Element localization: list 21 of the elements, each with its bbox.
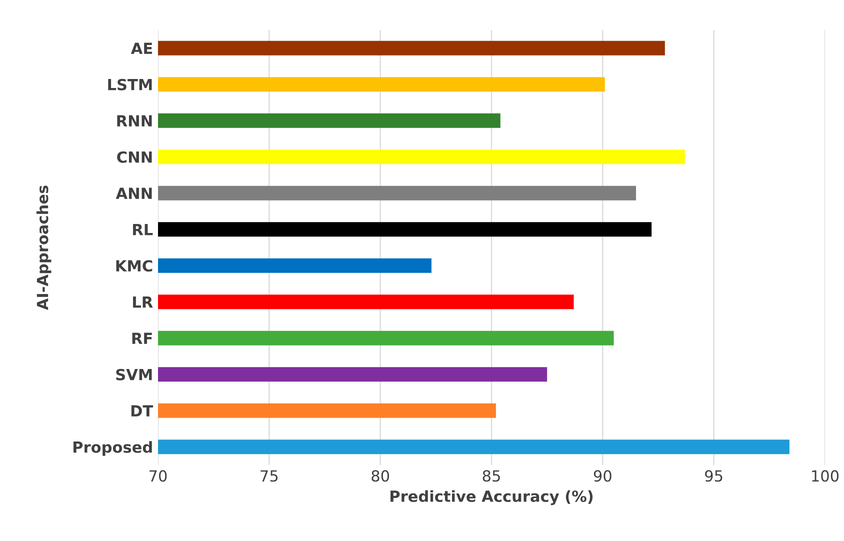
y-tick-label: RL: [133, 224, 153, 236]
x-tick-label: 75: [260, 470, 278, 482]
y-tick-label: RNN: [117, 115, 152, 126]
x-tick-label: 95: [705, 470, 722, 482]
y-tick-label: CNN: [117, 151, 152, 163]
y-tick-label: ANN: [116, 188, 152, 199]
y-tick-label: DT: [131, 405, 154, 416]
y-tick-label: KMC: [116, 260, 152, 272]
x-tick-label: 100: [812, 470, 839, 482]
y-tick-label: LR: [133, 296, 153, 308]
x-tick-label: 85: [482, 470, 500, 482]
x-tick-label: 70: [150, 470, 167, 482]
y-tick-label: RF: [132, 332, 152, 344]
y-tick-label: LSTM: [108, 78, 152, 90]
x-axis-title: Predictive Accuracy (%): [390, 490, 593, 506]
y-tick-label: Proposed: [73, 441, 152, 456]
y-axis-title: AI-Approaches: [36, 186, 52, 310]
y-tick-label: SVM: [116, 368, 152, 380]
x-tick-label: 80: [372, 470, 390, 482]
x-tick-label: 90: [594, 470, 612, 482]
y-tick-label: AE: [130, 42, 152, 54]
